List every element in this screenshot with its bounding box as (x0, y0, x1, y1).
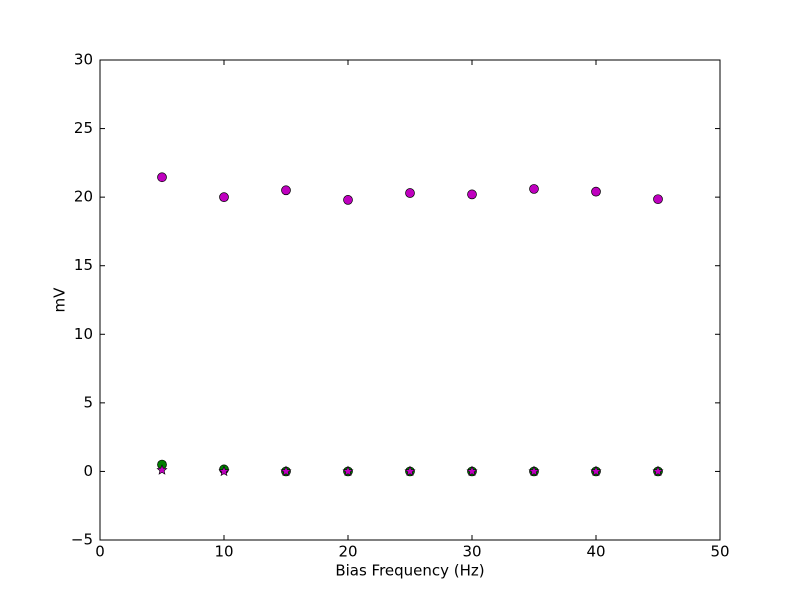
x-tick-label: 40 (586, 543, 605, 561)
y-tick-label: 20 (74, 188, 93, 206)
point (591, 186, 601, 197)
x-tick-label: 10 (214, 543, 233, 561)
y-tick-label: −5 (71, 531, 93, 549)
point (652, 465, 664, 477)
point (528, 465, 540, 477)
y-tick-label: 25 (74, 119, 93, 137)
x-tick-label: 30 (462, 543, 481, 561)
point (281, 185, 291, 196)
y-tick-label: 30 (74, 51, 93, 69)
point (653, 194, 663, 205)
plot-frame (99, 59, 721, 541)
y-tick-label: 0 (83, 462, 93, 480)
point (404, 465, 416, 477)
point (157, 172, 167, 183)
point (590, 465, 602, 477)
point (405, 188, 415, 198)
point (280, 465, 292, 477)
point (343, 195, 353, 205)
y-axis-label: mV (51, 287, 69, 313)
point (467, 189, 477, 200)
point (218, 465, 230, 477)
point (466, 465, 478, 477)
x-tick-label: 0 (95, 543, 105, 561)
x-axis-label: Bias Frequency (Hz) (335, 562, 484, 580)
x-tick-label: 50 (710, 543, 729, 561)
point (342, 465, 354, 477)
y-tick-label: 10 (74, 325, 93, 343)
point (529, 184, 539, 194)
y-tick-label: 15 (74, 256, 93, 274)
x-tick-label: 20 (338, 543, 357, 561)
y-tick-label: 5 (83, 393, 93, 411)
point (219, 192, 229, 202)
point (156, 464, 168, 475)
